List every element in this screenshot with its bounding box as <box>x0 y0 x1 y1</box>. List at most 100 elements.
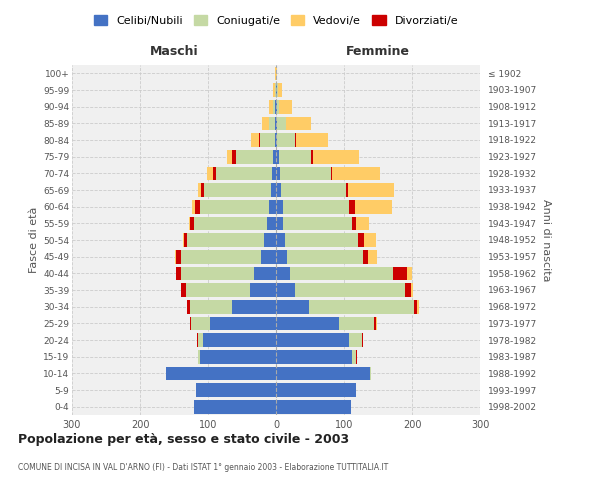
Bar <box>348 183 394 197</box>
Bar <box>368 250 377 264</box>
Bar <box>181 283 185 297</box>
Bar <box>393 266 407 280</box>
Bar <box>276 233 285 247</box>
Bar <box>355 200 392 213</box>
Bar <box>276 300 308 314</box>
Text: Maschi: Maschi <box>149 45 199 58</box>
Bar <box>275 66 276 80</box>
Bar <box>278 83 282 97</box>
Bar <box>267 216 276 230</box>
Bar <box>276 216 283 230</box>
Bar <box>276 183 281 197</box>
Bar <box>269 116 275 130</box>
Bar <box>208 166 213 180</box>
Bar <box>414 300 418 314</box>
Bar <box>276 316 338 330</box>
Bar <box>261 250 276 264</box>
Bar <box>273 150 276 164</box>
Bar <box>311 150 313 164</box>
Bar <box>276 200 283 213</box>
Bar <box>227 150 232 164</box>
Bar <box>272 83 275 97</box>
Text: Femmine: Femmine <box>346 45 410 58</box>
Bar <box>269 200 276 213</box>
Bar <box>189 216 190 230</box>
Bar <box>200 183 204 197</box>
Bar <box>290 266 393 280</box>
Bar <box>190 316 191 330</box>
Bar <box>271 183 276 197</box>
Bar <box>275 116 276 130</box>
Bar <box>349 200 355 213</box>
Bar <box>204 183 271 197</box>
Bar <box>272 100 275 114</box>
Bar <box>236 150 273 164</box>
Bar <box>181 266 254 280</box>
Bar <box>332 166 380 180</box>
Bar <box>175 250 176 264</box>
Bar <box>352 350 356 364</box>
Bar <box>194 216 267 230</box>
Bar <box>296 133 328 147</box>
Bar <box>181 250 261 264</box>
Bar <box>184 233 187 247</box>
Legend: Celibi/Nubili, Coniugati/e, Vedovi/e, Divorziati/e: Celibi/Nubili, Coniugati/e, Vedovi/e, Di… <box>89 10 463 30</box>
Bar <box>277 116 286 130</box>
Bar <box>286 116 311 130</box>
Bar <box>216 166 272 180</box>
Bar <box>193 200 195 213</box>
Bar <box>254 266 276 280</box>
Bar <box>262 116 269 130</box>
Bar <box>260 133 275 147</box>
Bar <box>276 266 290 280</box>
Bar <box>276 250 287 264</box>
Bar <box>407 266 412 280</box>
Bar <box>276 283 295 297</box>
Bar <box>196 383 276 397</box>
Bar <box>331 166 332 180</box>
Bar <box>280 166 331 180</box>
Bar <box>338 316 374 330</box>
Bar <box>185 283 250 297</box>
Bar <box>287 250 363 264</box>
Bar <box>276 333 349 347</box>
Bar <box>277 100 280 114</box>
Bar <box>275 83 276 97</box>
Bar <box>346 183 348 197</box>
Bar <box>195 200 200 213</box>
Bar <box>275 133 276 147</box>
Bar <box>166 366 276 380</box>
Bar <box>264 233 276 247</box>
Bar <box>276 150 279 164</box>
Bar <box>232 150 236 164</box>
Bar <box>275 100 276 114</box>
Bar <box>191 316 210 330</box>
Bar <box>276 83 277 97</box>
Bar <box>190 216 194 230</box>
Bar <box>187 233 264 247</box>
Bar <box>276 166 280 180</box>
Bar <box>194 400 276 413</box>
Bar <box>280 100 292 114</box>
Bar <box>276 100 277 114</box>
Bar <box>190 300 232 314</box>
Text: Popolazione per età, sesso e stato civile - 2003: Popolazione per età, sesso e stato civil… <box>18 432 349 446</box>
Bar <box>198 333 203 347</box>
Bar <box>276 383 356 397</box>
Bar <box>232 300 276 314</box>
Bar <box>283 200 349 213</box>
Bar <box>370 366 371 380</box>
Bar <box>308 300 414 314</box>
Bar <box>362 333 363 347</box>
Bar <box>197 333 198 347</box>
Bar <box>210 316 276 330</box>
Bar <box>405 283 410 297</box>
Bar <box>276 350 352 364</box>
Bar <box>418 300 419 314</box>
Y-axis label: Anni di nascita: Anni di nascita <box>541 198 551 281</box>
Bar <box>276 66 277 80</box>
Text: COMUNE DI INCISA IN VAL D'ARNO (FI) - Dati ISTAT 1° gennaio 2003 - Elaborazione : COMUNE DI INCISA IN VAL D'ARNO (FI) - Da… <box>18 462 388 471</box>
Bar <box>200 200 269 213</box>
Bar <box>281 183 346 197</box>
Bar <box>250 283 276 297</box>
